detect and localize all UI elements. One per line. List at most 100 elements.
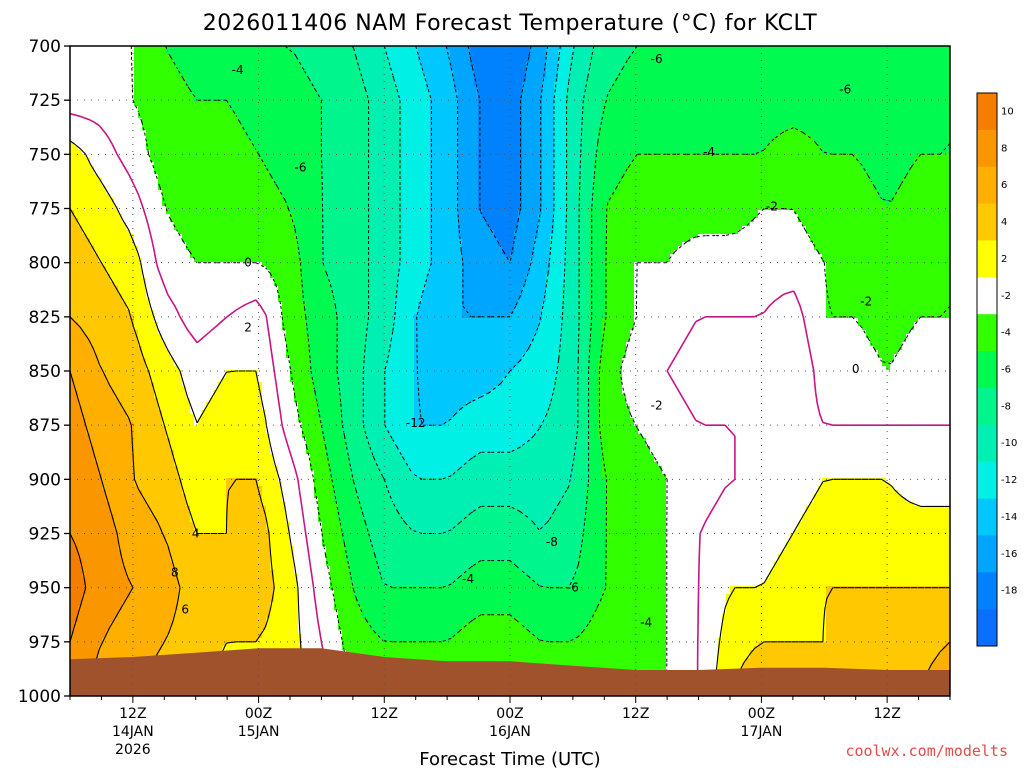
temperature-cell bbox=[102, 242, 107, 247]
temperature-cell bbox=[102, 286, 107, 291]
temperature-cell bbox=[94, 514, 99, 519]
temperature-cell bbox=[106, 426, 111, 431]
temperature-cell bbox=[106, 546, 111, 551]
temperature-cell bbox=[106, 346, 111, 351]
temperature-cell bbox=[74, 486, 79, 491]
temperature-cell bbox=[94, 534, 99, 539]
temperature-cell bbox=[90, 410, 95, 415]
temperature-time-height-chart: 2026011406 NAM Forecast Temperature (°C)… bbox=[0, 0, 1024, 768]
temperature-cell bbox=[94, 194, 99, 199]
temperature-cell bbox=[106, 638, 111, 643]
temperature-cell bbox=[106, 586, 111, 591]
temperature-cell bbox=[82, 238, 87, 243]
temperature-cell bbox=[82, 646, 87, 651]
temperature-cell bbox=[102, 110, 107, 115]
temperature-cell bbox=[106, 514, 111, 519]
temperature-cell bbox=[74, 462, 79, 467]
temperature-cell bbox=[94, 618, 99, 623]
temperature-cell bbox=[94, 602, 99, 607]
temperature-cell bbox=[82, 258, 87, 263]
temperature-cell bbox=[98, 562, 103, 567]
temperature-cell bbox=[94, 146, 99, 151]
temperature-cell bbox=[86, 258, 91, 263]
temperature-cell bbox=[74, 190, 79, 195]
temperature-cell bbox=[90, 178, 95, 183]
temperature-cell bbox=[106, 182, 111, 187]
temperature-cell bbox=[74, 166, 79, 171]
temperature-cell bbox=[90, 290, 95, 295]
temperature-cell bbox=[90, 546, 95, 551]
temperature-cell bbox=[106, 606, 111, 611]
temperature-cell bbox=[98, 310, 103, 315]
temperature-cell bbox=[86, 170, 91, 175]
temperature-cell bbox=[82, 602, 87, 607]
temperature-cell bbox=[86, 598, 91, 603]
temperature-cell bbox=[74, 506, 79, 511]
temperature-cell bbox=[94, 138, 99, 143]
temperature-cell bbox=[82, 462, 87, 467]
temperature-cell bbox=[98, 250, 103, 255]
temperature-cell bbox=[78, 258, 83, 263]
temperature-cell bbox=[94, 426, 99, 431]
temperature-cell bbox=[78, 514, 83, 519]
temperature-cell bbox=[74, 598, 79, 603]
temperature-cell bbox=[90, 654, 95, 659]
temperature-cell bbox=[98, 50, 103, 55]
temperature-cell bbox=[78, 134, 83, 139]
temperature-cell bbox=[98, 426, 103, 431]
temperature-cell bbox=[74, 402, 79, 407]
temperature-cell bbox=[90, 138, 95, 143]
temperature-cell bbox=[74, 74, 79, 79]
temperature-cell bbox=[78, 510, 83, 515]
temperature-cell bbox=[94, 230, 99, 235]
temperature-cell bbox=[102, 142, 107, 147]
temperature-cell bbox=[94, 442, 99, 447]
temperature-cell bbox=[102, 598, 107, 603]
temperature-cell bbox=[86, 478, 91, 483]
temperature-cell bbox=[102, 646, 107, 651]
temperature-cell bbox=[90, 630, 95, 635]
temperature-cell bbox=[98, 342, 103, 347]
temperature-cell bbox=[106, 418, 111, 423]
temperature-cell bbox=[74, 490, 79, 495]
temperature-cell bbox=[90, 598, 95, 603]
temperature-cell bbox=[102, 554, 107, 559]
temperature-cell bbox=[98, 346, 103, 351]
temperature-cell bbox=[86, 394, 91, 399]
temperature-cell bbox=[86, 222, 91, 227]
temperature-cell bbox=[90, 274, 95, 279]
temperature-cell bbox=[86, 198, 91, 203]
temperature-cell bbox=[94, 642, 99, 647]
temperature-cell bbox=[102, 102, 107, 107]
temperature-cell bbox=[86, 374, 91, 379]
temperature-cell bbox=[86, 218, 91, 223]
temperature-cell bbox=[86, 442, 91, 447]
temperature-cell bbox=[90, 262, 95, 267]
temperature-cell bbox=[78, 102, 83, 107]
temperature-cell bbox=[90, 638, 95, 643]
temperature-cell bbox=[78, 470, 83, 475]
temperature-cell bbox=[82, 290, 87, 295]
temperature-cell bbox=[82, 166, 87, 171]
temperature-cell bbox=[98, 578, 103, 583]
temperature-cell bbox=[102, 202, 107, 207]
temperature-cell bbox=[86, 290, 91, 295]
temperature-cell bbox=[106, 266, 111, 271]
temperature-cell bbox=[86, 590, 91, 595]
temperature-cell bbox=[74, 446, 79, 451]
temperature-cell bbox=[98, 246, 103, 251]
temperature-cell bbox=[106, 490, 111, 495]
temperature-cell bbox=[94, 362, 99, 367]
temperature-cell bbox=[90, 650, 95, 655]
temperature-cell bbox=[98, 494, 103, 499]
temperature-cell bbox=[82, 158, 87, 163]
temperature-cell bbox=[94, 402, 99, 407]
temperature-cell bbox=[74, 134, 79, 139]
temperature-cell bbox=[74, 578, 79, 583]
temperature-cell bbox=[106, 314, 111, 319]
temperature-cell bbox=[86, 322, 91, 327]
temperature-cell bbox=[82, 470, 87, 475]
temperature-cell bbox=[106, 258, 111, 263]
temperature-cell bbox=[102, 78, 107, 83]
temperature-cell bbox=[78, 530, 83, 535]
